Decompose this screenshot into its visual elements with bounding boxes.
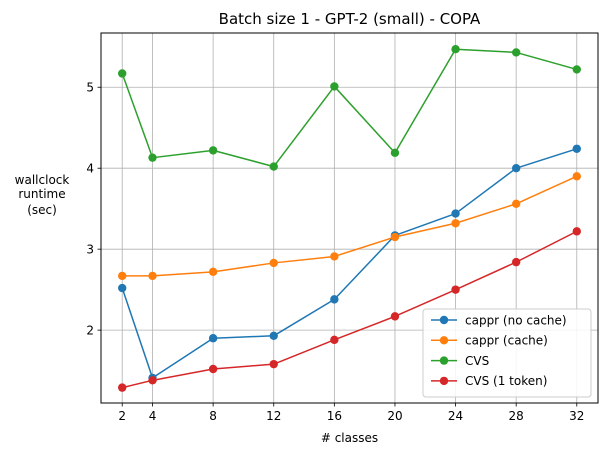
legend-box [422,308,592,398]
data-point [390,148,400,158]
legend-marker [439,356,449,365]
y-axis-label-line-1: wallclock [15,173,70,187]
data-point [511,164,521,173]
data-point [118,283,127,293]
data-point [330,295,339,304]
legend-marker [439,376,449,386]
data-point [451,219,460,228]
y-axis-label-line-3: (sec) [27,203,57,217]
x-axis: 2 4 8 12 16 20 24 28 32 [118,403,584,423]
legend-item: cappr (cache) [431,334,548,348]
data-point [118,69,127,78]
legend: cappr (no cache) cappr (cache) CVS CVS (1 t… [422,308,592,398]
y-tick-label: 4 [86,162,94,176]
data-point [511,199,521,209]
x-tick-label: 16 [327,409,342,423]
data-point [330,252,339,261]
data-point [208,146,218,155]
data-point [511,257,521,267]
series-layer [118,44,581,392]
x-tick-label: 28 [509,409,524,423]
data-point [208,267,218,277]
series-3 [118,44,581,171]
y-tick-label: 5 [86,81,94,95]
x-tick-label: 8 [209,409,217,423]
legend-label: CVS [465,354,489,368]
data-point [390,312,400,321]
data-point [390,232,400,242]
series-line [122,175,578,277]
x-tick-label: 12 [266,409,281,423]
legend-label: cappr (cache) [465,334,548,348]
y-tick-label: 3 [86,243,94,257]
legend-item: CVS [431,354,489,368]
data-point [451,44,460,54]
data-point [572,65,581,74]
data-point [148,271,157,281]
series-4 [118,227,581,392]
y-axis-label: wallclock runtime (sec) [15,173,70,217]
data-point [269,359,278,369]
y-axis-label-line-2: runtime [18,187,65,201]
data-point [148,376,157,385]
legend-label: cappr (no cache) [465,313,567,327]
legend-label: CVS (1 token) [465,374,547,388]
x-axis-label: # classes [321,431,378,445]
x-tick-label: 20 [387,409,402,423]
chart-title: Batch size 1 - GPT-2 (small) - COPA [219,10,481,28]
series-line [121,48,577,168]
data-point [269,331,278,341]
legend-item: cappr (no cache) [431,313,567,327]
data-point [208,334,218,343]
y-tick-label: 2 [86,324,94,338]
data-point [269,258,278,268]
series-2 [118,172,581,281]
data-point [269,162,278,171]
x-tick-label: 2 [118,409,126,423]
data-point [330,335,339,345]
legend-marker [439,315,449,325]
data-point [572,227,581,236]
y-axis: 2 3 4 5 [86,81,101,338]
x-tick-label: 24 [448,409,463,423]
data-point [208,364,218,374]
data-point [451,209,460,218]
data-point [148,153,157,162]
data-point [572,144,581,153]
legend-marker [439,336,449,345]
data-point [118,271,127,281]
data-point [118,383,127,392]
data-point [451,285,460,294]
legend-item: CVS (1 token) [431,374,547,388]
data-point [511,48,521,57]
plot-frame [100,32,599,404]
series-1 [118,144,581,383]
x-tick-label: 4 [149,409,157,423]
data-point [330,82,339,91]
data-point [572,172,581,181]
x-tick-label: 32 [569,409,584,423]
